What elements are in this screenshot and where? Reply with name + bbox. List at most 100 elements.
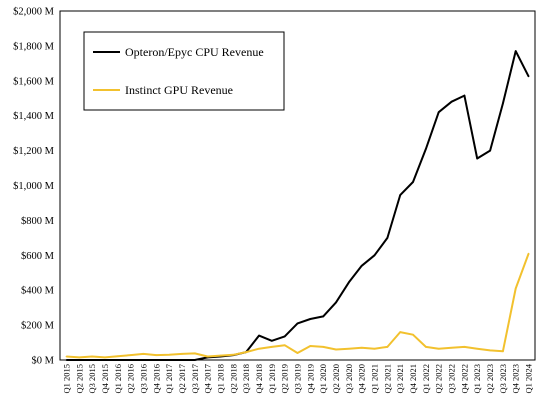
y-tick-label: $800 M: [21, 216, 55, 227]
x-tick-label: Q2 2021: [382, 364, 392, 394]
y-tick-label: $1,800 M: [13, 41, 55, 52]
x-tick-label: Q2 2023: [485, 364, 495, 394]
data-point: [206, 355, 209, 358]
y-tick-label: $200 M: [21, 321, 55, 332]
x-tick-label: Q4 2023: [511, 364, 521, 394]
data-point: [399, 194, 402, 196]
data-point: [335, 348, 337, 351]
data-point: [463, 346, 466, 348]
x-tick-label: Q1 2015: [61, 364, 71, 394]
data-point: [425, 148, 427, 150]
x-tick-label: Q1 2022: [421, 364, 431, 394]
x-tick-label: Q3 2021: [395, 364, 405, 394]
data-point: [373, 254, 376, 257]
data-point: [502, 102, 504, 105]
data-point: [65, 355, 68, 358]
data-point: [360, 265, 363, 267]
x-tick-label: Q4 2016: [151, 364, 161, 394]
data-point: [296, 322, 299, 325]
x-tick-label: Q3 2017: [190, 364, 200, 394]
data-point: [155, 354, 158, 356]
data-point: [283, 335, 286, 338]
data-point: [514, 50, 517, 52]
data-point: [463, 94, 466, 97]
data-point: [78, 356, 81, 359]
data-point: [117, 355, 119, 358]
x-tick-label: Q4 2018: [254, 364, 264, 394]
data-point: [309, 345, 312, 347]
x-tick-label: Q2 2016: [126, 364, 136, 394]
data-point: [386, 346, 389, 348]
y-tick-label: $2,000 M: [13, 7, 55, 18]
data-point: [489, 149, 491, 152]
data-point: [322, 346, 325, 348]
x-tick-label: Q2 2019: [280, 364, 290, 394]
data-point: [476, 157, 479, 160]
data-point: [386, 237, 389, 239]
data-point: [309, 318, 312, 320]
data-point: [194, 352, 196, 355]
data-point: [104, 356, 106, 359]
x-axis-tick-labels: Q1 2015 Q2 2015 Q3 2015 Q4 2015 Q1 2016 Q2 20…: [61, 363, 533, 393]
data-point: [258, 334, 260, 337]
data-point: [142, 353, 145, 355]
data-point: [373, 347, 376, 350]
x-tick-label: Q4 2015: [100, 364, 110, 394]
data-point: [450, 347, 453, 349]
x-tick-label: Q3 2015: [87, 364, 97, 394]
data-point: [129, 354, 132, 356]
data-point: [245, 351, 247, 353]
data-point: [258, 347, 260, 350]
x-tick-label: Q2 2020: [331, 364, 341, 394]
data-point: [514, 287, 517, 290]
legend-box: [83, 31, 285, 111]
x-tick-label: Q2 2017: [177, 364, 187, 394]
y-tick-label: $1,000 M: [13, 181, 55, 192]
data-point: [232, 354, 235, 356]
x-tick-label: Q1 2024: [524, 363, 534, 393]
x-tick-label: Q3 2020: [344, 364, 354, 394]
legend-label: Opteron/Epyc CPU Revenue: [125, 45, 264, 59]
x-tick-label: Q1 2017: [164, 364, 174, 394]
data-point: [283, 344, 286, 347]
series-line-gpu-revenue: [66, 253, 530, 359]
data-point: [271, 346, 273, 348]
legend: Opteron/Epyc CPU Revenue Instinct GPU Rev…: [83, 31, 285, 111]
x-tick-label: Q1 2021: [370, 364, 380, 394]
data-point: [219, 354, 222, 357]
x-tick-label: Q2 2018: [228, 364, 238, 394]
x-tick-label: Q1 2023: [472, 364, 482, 394]
data-point: [425, 346, 427, 348]
data-point: [181, 353, 183, 355]
data-point: [296, 352, 299, 354]
x-tick-label: Q3 2019: [293, 364, 303, 394]
data-point: [437, 111, 440, 113]
data-point: [335, 301, 337, 304]
x-tick-label: Q4 2021: [408, 364, 418, 394]
y-axis-tick-labels: $0 M $200 M $400 M $600 M $800 M $1,000 M $1,2…: [13, 7, 55, 367]
x-tick-label: Q3 2016: [138, 364, 148, 394]
x-tick-label: Q3 2022: [447, 364, 457, 394]
legend-label: Instinct GPU Revenue: [125, 83, 233, 97]
data-point: [322, 315, 325, 318]
y-tick-label: $0 M: [32, 356, 55, 367]
x-tick-label: Q3 2018: [241, 364, 251, 394]
data-point: [399, 331, 402, 333]
data-point: [527, 75, 530, 78]
x-tick-label: Q1 2018: [215, 364, 225, 394]
x-tick-label: Q2 2015: [74, 364, 84, 394]
y-tick-label: $1,600 M: [13, 76, 55, 87]
data-point: [527, 252, 530, 255]
x-tick-label: Q4 2020: [357, 364, 367, 394]
x-tick-label: Q4 2019: [305, 364, 315, 394]
x-tick-label: Q2 2022: [434, 364, 444, 394]
y-tick-label: $400 M: [21, 286, 55, 297]
x-tick-label: Q1 2019: [267, 364, 277, 394]
x-tick-label: Q3 2023: [498, 364, 508, 394]
data-point: [271, 340, 273, 342]
data-point: [489, 349, 491, 352]
x-tick-label: Q1 2020: [318, 364, 328, 394]
data-point: [348, 281, 350, 284]
data-point: [476, 347, 479, 350]
x-tick-label: Q1 2016: [113, 364, 123, 394]
